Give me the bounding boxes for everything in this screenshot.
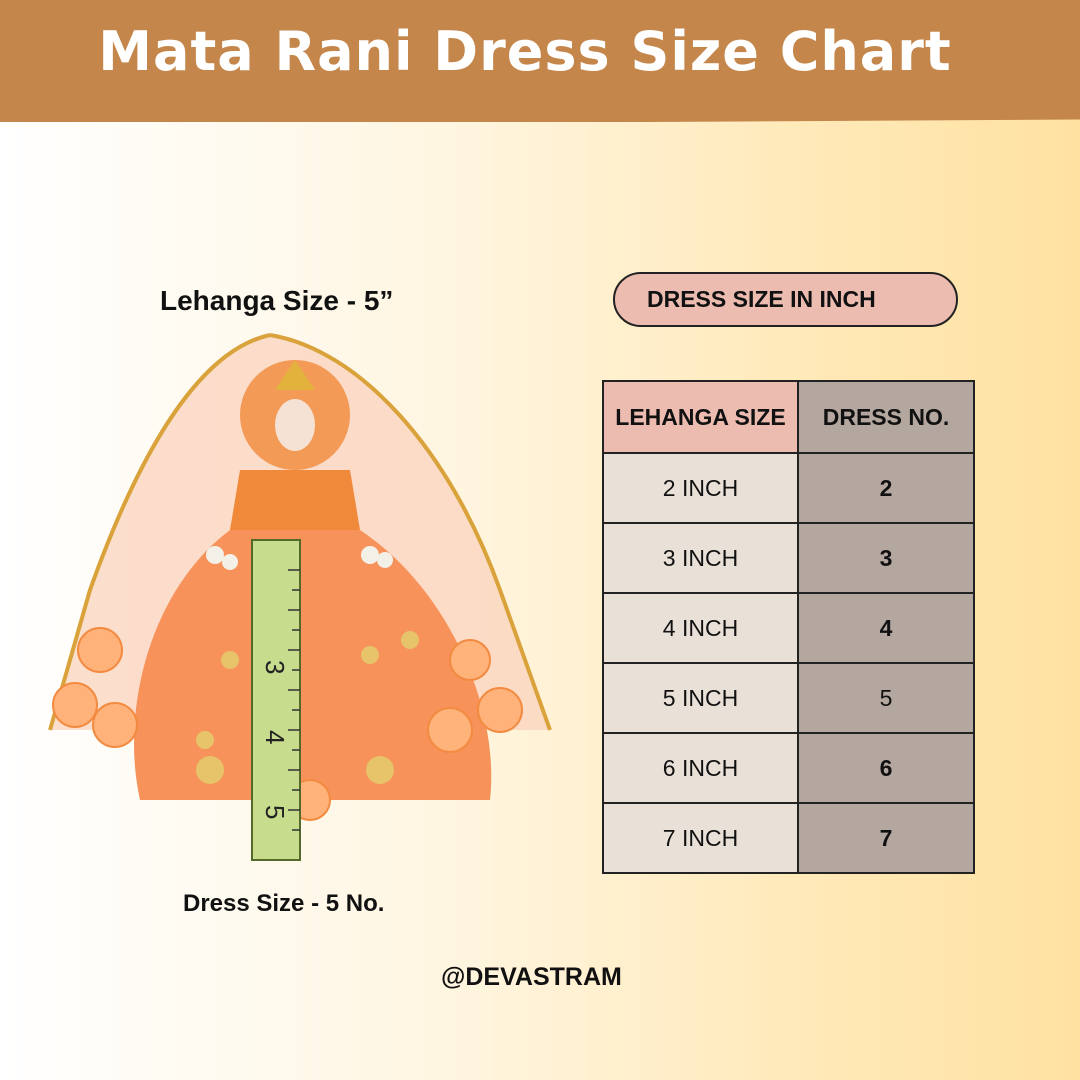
lehanga-size-caption: Lehanga Size - 5” bbox=[160, 285, 394, 316]
table-header-row: LEHANGA SIZE DRESS NO. bbox=[602, 380, 975, 454]
table-row: 6 INCH 6 bbox=[602, 732, 975, 804]
lehanga-size-cell: 2 INCH bbox=[602, 452, 799, 524]
page-title: Mata Rani Dress Size Chart bbox=[98, 20, 952, 83]
title-banner: Mata Rani Dress Size Chart bbox=[0, 0, 1080, 122]
ruler-mark: 5 bbox=[260, 805, 290, 819]
lehanga-size-cell: 7 INCH bbox=[602, 802, 799, 874]
dress-no-cell: 4 bbox=[797, 592, 975, 664]
table-row: 2 INCH 2 bbox=[602, 452, 975, 524]
lehanga-size-cell: 3 INCH bbox=[602, 522, 799, 594]
lehanga-size-cell: 5 INCH bbox=[602, 662, 799, 734]
dress-size-caption: Dress Size - 5 No. bbox=[183, 890, 385, 917]
ruler-mark: 3 bbox=[260, 660, 290, 674]
ruler-mark: 4 bbox=[260, 730, 290, 744]
dress-no-cell: 5 bbox=[797, 662, 975, 734]
table-row: 5 INCH 5 bbox=[602, 662, 975, 734]
dress-no-cell: 6 bbox=[797, 732, 975, 804]
table-row: 3 INCH 3 bbox=[602, 522, 975, 594]
column-header-dress-no: DRESS NO. bbox=[797, 380, 975, 454]
size-table: LEHANGA SIZE DRESS NO. 2 INCH 2 3 INCH 3 4… bbox=[602, 380, 975, 874]
lehanga-size-cell: 4 INCH bbox=[602, 592, 799, 664]
product-photo: 3 4 5 bbox=[48, 333, 552, 861]
brand-handle: @DEVASTRAM bbox=[441, 963, 622, 991]
dress-no-cell: 3 bbox=[797, 522, 975, 594]
table-row: 7 INCH 7 bbox=[602, 802, 975, 874]
chart-heading: DRESS SIZE IN INCH bbox=[613, 272, 958, 327]
lehanga-size-cell: 6 INCH bbox=[602, 732, 799, 804]
ruler-icon bbox=[251, 539, 301, 861]
table-row: 4 INCH 4 bbox=[602, 592, 975, 664]
column-header-lehanga-size: LEHANGA SIZE bbox=[602, 380, 799, 454]
dress-no-cell: 2 bbox=[797, 452, 975, 524]
dress-no-cell: 7 bbox=[797, 802, 975, 874]
